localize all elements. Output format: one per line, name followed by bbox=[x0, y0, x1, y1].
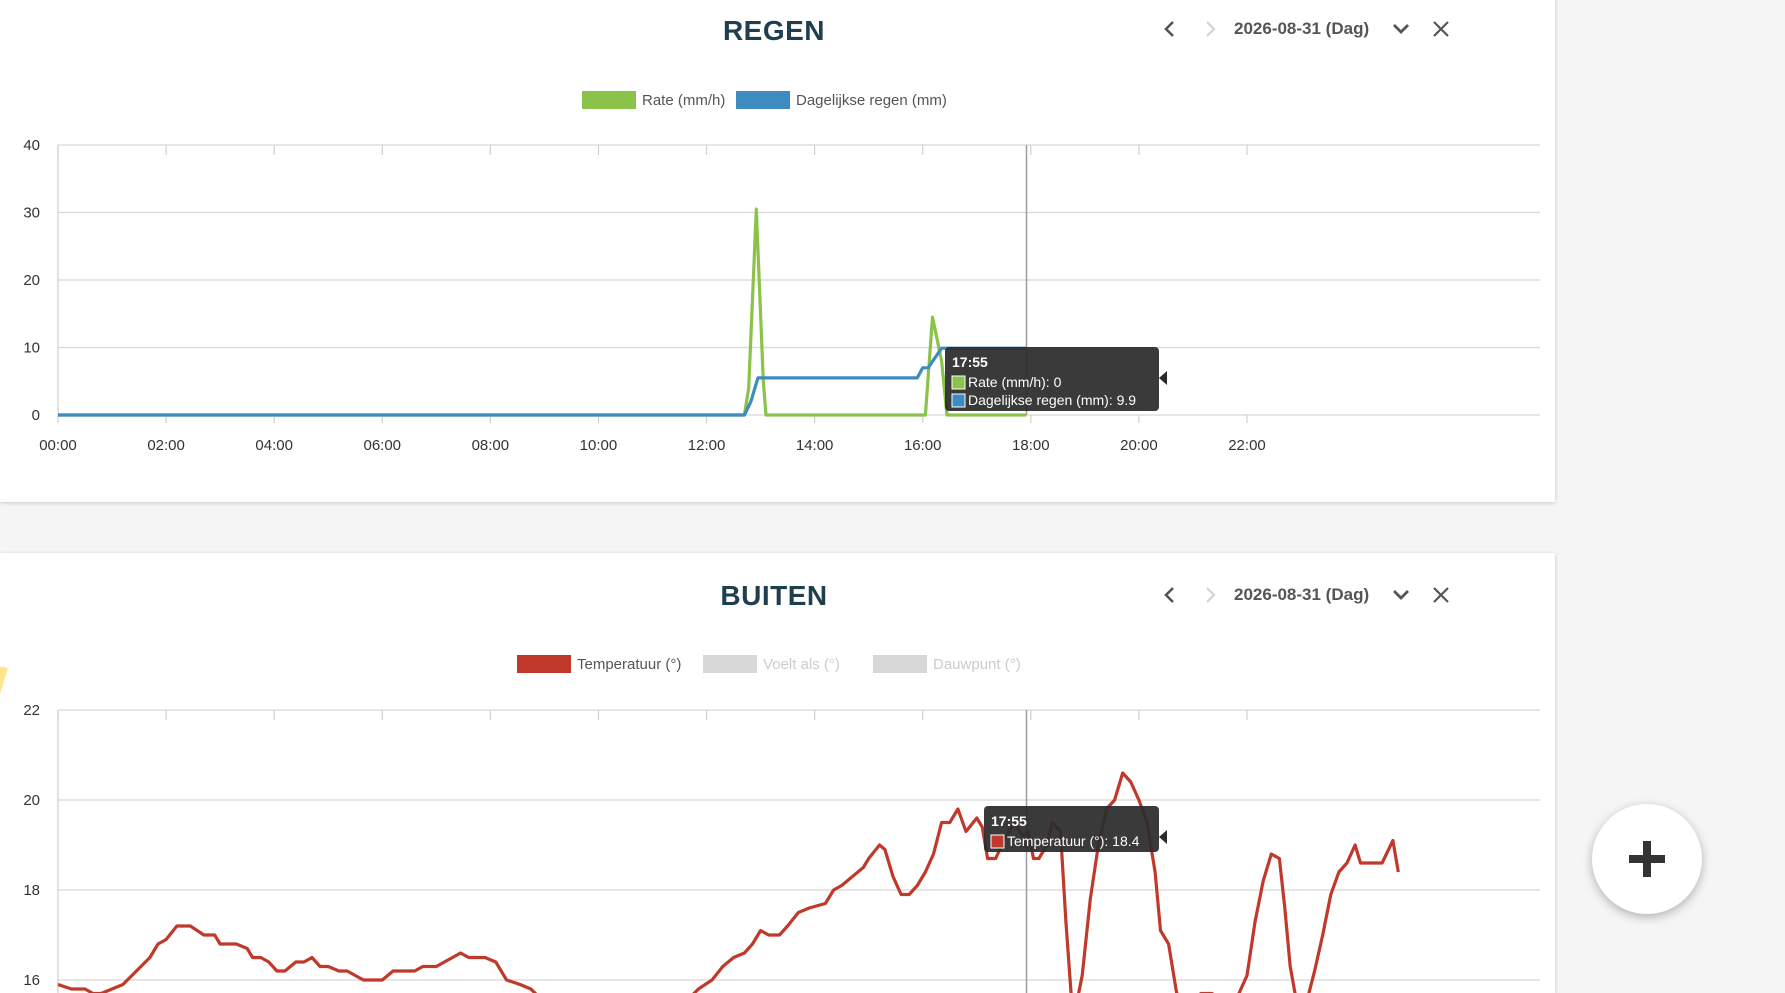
chevron-right-icon bbox=[1206, 21, 1216, 37]
x-tick-label: 18:00 bbox=[1012, 437, 1050, 454]
x-tick-label: 20:00 bbox=[1120, 437, 1158, 454]
next-day-button[interactable] bbox=[1190, 580, 1230, 610]
close-icon bbox=[1433, 587, 1449, 603]
tooltip-swatch bbox=[951, 393, 966, 408]
buiten-chart: Temperatuur (°) Voelt als (°) Dauwpunt (°)… bbox=[23, 655, 1540, 993]
y-tick-label: 40 bbox=[23, 137, 40, 154]
series-line bbox=[57, 771, 1400, 993]
tooltip-box bbox=[945, 347, 1159, 411]
chevron-left-icon bbox=[1164, 21, 1174, 37]
legend-label: Rate (mm/h) bbox=[642, 92, 725, 109]
regen-chart: Rate (mm/h) Dagelijkse regen (mm) 0 10 20 30 4… bbox=[23, 91, 1540, 454]
date-label[interactable]: 2026-08-31 (Dag) bbox=[1234, 585, 1370, 604]
buiten-date-controls: 2026-08-31 (Dag) bbox=[1150, 580, 1461, 610]
close-chart-button[interactable] bbox=[1421, 580, 1461, 610]
add-chart-button[interactable] bbox=[1592, 804, 1702, 914]
y-tick-label: 18 bbox=[23, 882, 40, 899]
chevron-left-icon bbox=[1164, 587, 1174, 603]
legend-label: Voelt als (°) bbox=[763, 656, 840, 673]
tooltip-box bbox=[984, 806, 1159, 852]
buiten-card: BUITEN 2026-08-31 (Dag) Temperatuur (°) V… bbox=[0, 553, 1555, 993]
y-tick-label: 30 bbox=[23, 205, 40, 222]
legend-swatch bbox=[517, 655, 571, 673]
tooltip-line: Dagelijkse regen (mm): 9.9 bbox=[968, 392, 1136, 408]
legend-swatch bbox=[873, 655, 927, 673]
close-chart-button[interactable] bbox=[1421, 14, 1461, 44]
x-tick-label: 10:00 bbox=[580, 437, 618, 454]
tooltip: 17:55 Rate (mm/h): 0 Dagelijkse regen (mm)… bbox=[945, 347, 1167, 411]
legend-swatch bbox=[582, 91, 636, 109]
tooltip-time: 17:55 bbox=[991, 813, 1027, 829]
series-line bbox=[58, 207, 1027, 417]
period-dropdown-button[interactable] bbox=[1381, 14, 1421, 44]
prev-day-button[interactable] bbox=[1150, 14, 1190, 44]
tooltip-swatch bbox=[951, 375, 966, 390]
y-tick-label: 20 bbox=[23, 792, 40, 809]
chevron-down-icon bbox=[1393, 590, 1410, 600]
prev-day-button[interactable] bbox=[1150, 580, 1190, 610]
date-label[interactable]: 2026-08-31 (Dag) bbox=[1234, 19, 1370, 38]
y-tick-label: 10 bbox=[23, 340, 40, 357]
regen-date-controls: 2026-08-31 (Dag) bbox=[1150, 14, 1461, 44]
legend-label: Dauwpunt (°) bbox=[933, 656, 1021, 673]
x-tick-label: 00:00 bbox=[39, 437, 77, 454]
regen-card: REGEN 2026-08-31 (Dag) Rate (mm/h) Dageli… bbox=[0, 0, 1555, 502]
y-tick-label: 20 bbox=[23, 272, 40, 289]
card-title-regen: REGEN bbox=[722, 15, 826, 46]
legend-label: Temperatuur (°) bbox=[577, 656, 681, 673]
x-tick-label: 16:00 bbox=[904, 437, 942, 454]
tooltip-arrow bbox=[1159, 830, 1167, 844]
x-tick-label: 12:00 bbox=[688, 437, 726, 454]
tooltip-line: Rate (mm/h): 0 bbox=[968, 374, 1062, 390]
y-tick-label: 16 bbox=[23, 972, 40, 989]
x-tick-label: 08:00 bbox=[472, 437, 510, 454]
tooltip: 17:55 Temperatuur (°): 18.4 bbox=[984, 806, 1167, 852]
tooltip-time: 17:55 bbox=[952, 354, 988, 370]
chevron-down-icon bbox=[1393, 24, 1410, 34]
chevron-right-icon bbox=[1206, 587, 1216, 603]
plus-icon bbox=[1629, 841, 1665, 877]
x-tick-label: 04:00 bbox=[255, 437, 293, 454]
legend-label: Dagelijkse regen (mm) bbox=[796, 92, 947, 109]
card-title-buiten: BUITEN bbox=[720, 580, 828, 611]
y-tick-label: 22 bbox=[23, 702, 40, 719]
legend-swatch bbox=[703, 655, 757, 673]
x-tick-label: 14:00 bbox=[796, 437, 834, 454]
tooltip-swatch bbox=[990, 834, 1005, 849]
x-tick-label: 02:00 bbox=[147, 437, 185, 454]
tooltip-arrow bbox=[1159, 371, 1167, 385]
x-tick-label: 06:00 bbox=[363, 437, 401, 454]
tooltip-line: Temperatuur (°): 18.4 bbox=[1007, 833, 1140, 849]
sun-glow-icon bbox=[0, 666, 8, 694]
y-tick-label: 0 bbox=[32, 407, 40, 424]
close-icon bbox=[1433, 21, 1449, 37]
period-dropdown-button[interactable] bbox=[1381, 580, 1421, 610]
legend-swatch bbox=[736, 91, 790, 109]
x-tick-label: 22:00 bbox=[1228, 437, 1266, 454]
next-day-button[interactable] bbox=[1190, 14, 1230, 44]
series-line bbox=[58, 346, 1027, 417]
